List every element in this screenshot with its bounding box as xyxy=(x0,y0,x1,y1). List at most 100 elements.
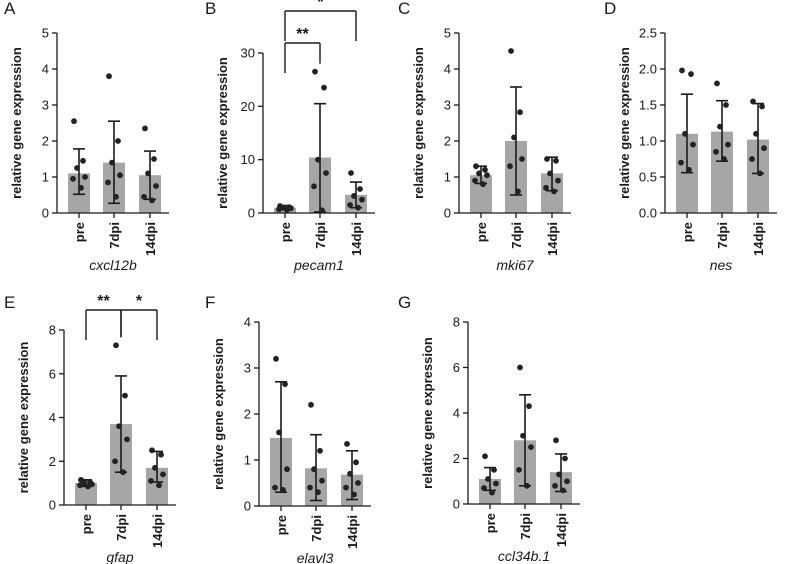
data-point xyxy=(544,156,550,162)
category-label: pre xyxy=(278,222,293,242)
data-point xyxy=(319,477,325,484)
data-point xyxy=(80,157,86,164)
y-tick-label: 1 xyxy=(444,170,451,185)
data-point xyxy=(156,482,162,489)
data-point xyxy=(508,48,514,54)
y-tick-label: 20 xyxy=(241,99,255,114)
y-tick-label: 1 xyxy=(244,453,251,468)
data-point xyxy=(85,483,91,490)
data-point xyxy=(115,138,121,144)
data-point xyxy=(511,134,517,141)
data-point xyxy=(562,455,568,462)
data-point xyxy=(122,392,128,399)
data-point xyxy=(725,141,731,148)
y-tick-label: 4 xyxy=(49,410,56,425)
significance-label: * xyxy=(136,293,143,310)
data-point xyxy=(713,148,719,155)
data-point xyxy=(519,156,525,162)
y-tick-label: 4 xyxy=(453,406,460,421)
data-point xyxy=(151,156,157,162)
data-point xyxy=(551,188,557,195)
y-tick-label: 1 xyxy=(42,170,49,185)
category-label: 7dpi xyxy=(313,222,328,249)
category-label: 14dpi xyxy=(545,222,560,256)
data-point xyxy=(116,423,122,430)
y-tick-label: 6 xyxy=(49,366,56,381)
data-point xyxy=(761,145,767,152)
data-point xyxy=(160,471,166,478)
y-tick-label: 1.5 xyxy=(639,98,657,113)
chart-panel-f: F 0 1 2 3 4 pre 7dpi 14dpi relative gene expressi… xyxy=(205,293,371,564)
bar-pre xyxy=(75,483,97,505)
data-point xyxy=(141,193,147,200)
chart-panel-g: G 0 2 4 6 8 pre 7dpi 14dpi relative gene expressi… xyxy=(398,293,580,564)
data-point xyxy=(547,170,553,177)
data-point xyxy=(148,478,154,484)
y-tick-label: 0 xyxy=(42,206,49,221)
category-label: 7dpi xyxy=(107,222,122,249)
data-point xyxy=(526,403,532,410)
panel-letter: D xyxy=(604,0,616,18)
data-point xyxy=(124,436,130,443)
data-point xyxy=(484,172,490,179)
data-point xyxy=(317,447,323,454)
bar-pre xyxy=(470,175,492,213)
data-point xyxy=(142,125,148,132)
data-point xyxy=(555,177,561,184)
data-point xyxy=(721,156,727,162)
y-tick-label: 0 xyxy=(453,497,460,512)
data-point xyxy=(315,156,321,163)
y-tick-label: 0.5 xyxy=(639,170,657,185)
y-tick-label: 0.0 xyxy=(639,206,657,221)
data-point xyxy=(493,480,499,487)
y-tick-label: 2 xyxy=(244,407,251,422)
y-tick-label: 2 xyxy=(444,134,451,149)
panel-letter: E xyxy=(4,293,15,312)
category-label: 14dpi xyxy=(751,222,766,256)
data-point xyxy=(516,466,522,473)
data-point xyxy=(344,441,350,447)
y-tick-label: 2.0 xyxy=(639,62,657,77)
y-tick-label: 4 xyxy=(244,315,251,330)
y-tick-label: 2 xyxy=(42,134,49,149)
data-point xyxy=(507,163,513,170)
data-point xyxy=(717,123,723,130)
y-axis-label: relative gene expression xyxy=(211,338,226,490)
data-point xyxy=(553,157,559,164)
data-point xyxy=(109,159,115,166)
panel-letter: F xyxy=(205,293,215,312)
panel-letter: A xyxy=(4,0,16,18)
gene-label: ccl34b.1 xyxy=(498,548,550,564)
data-point xyxy=(679,67,685,74)
data-point xyxy=(105,179,111,186)
chart-panel-a: A 0 1 2 3 4 5 pre 7dpi 14dpi relative gene express… xyxy=(4,0,169,273)
significance-bracket xyxy=(284,10,357,41)
category-label: 14dpi xyxy=(345,515,360,549)
chart-panel-d: D 0.0 0.5 1.0 1.5 2.0 2.5 pre 7dpi 14dpi relative … xyxy=(604,0,777,273)
y-axis-label: relative gene expression xyxy=(215,57,230,209)
panel-letter: B xyxy=(205,0,216,18)
y-tick-label: 0 xyxy=(49,498,56,513)
gene-label: elavl3 xyxy=(297,550,334,564)
y-tick-label: 0 xyxy=(244,499,251,514)
data-point xyxy=(82,174,88,180)
data-point xyxy=(678,159,684,166)
category-label: 14dpi xyxy=(554,513,569,547)
data-point xyxy=(106,73,112,80)
data-point xyxy=(714,80,720,87)
data-point xyxy=(482,166,488,173)
data-point xyxy=(357,186,363,192)
category-label: pre xyxy=(274,515,289,535)
data-point xyxy=(517,364,523,371)
data-point xyxy=(113,342,119,349)
chart-panel-e: E 0 2 4 6 8 pre 7dpi 14dpi relative gene expressi… xyxy=(4,293,176,564)
data-point xyxy=(284,466,290,473)
y-tick-label: 10 xyxy=(241,152,255,167)
y-tick-label: 5 xyxy=(444,26,451,41)
y-tick-label: 4 xyxy=(42,62,49,77)
significance-bracket xyxy=(120,309,158,340)
y-tick-label: 3 xyxy=(42,98,49,113)
data-point xyxy=(750,98,756,105)
y-tick-label: 0 xyxy=(444,206,451,221)
